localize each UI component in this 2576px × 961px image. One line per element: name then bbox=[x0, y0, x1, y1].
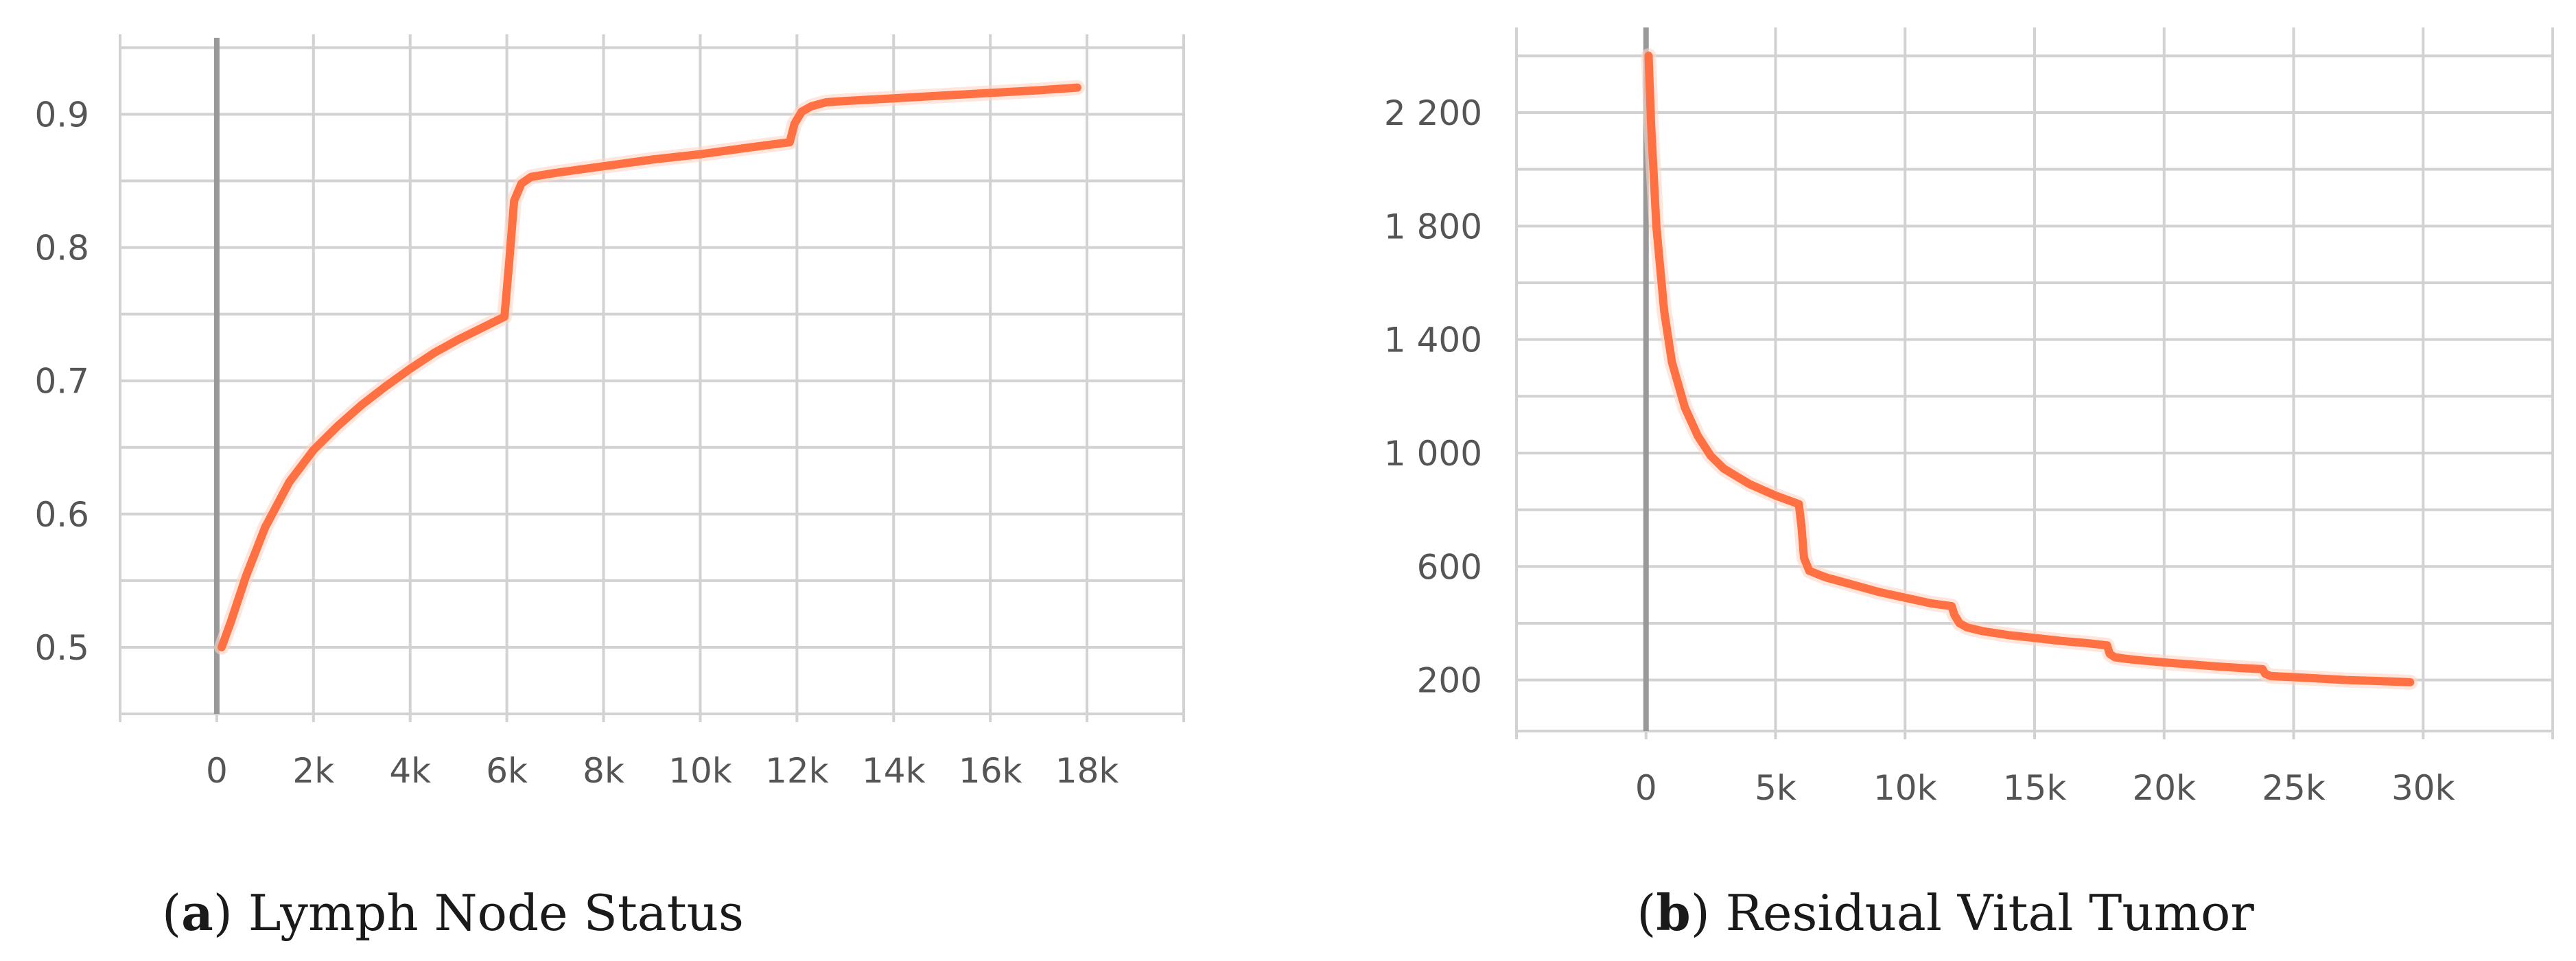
panel-b-y-tick-label: 2 200 bbox=[1384, 93, 1482, 133]
panel-a-x-tick-label: 10k bbox=[668, 751, 732, 791]
panel-b-caption-close: ) bbox=[1691, 884, 1710, 942]
panel-a-chart: 0 2k 4k 6k 8k 10k 12k 14k 16k 18k 0.5 0.6 0.7 0.8 0.9 bbox=[34, 34, 1185, 791]
panel-a-x-tick-label: 0 bbox=[206, 751, 228, 791]
panel-a-caption-open: ( bbox=[162, 884, 181, 942]
panel-b-caption-text: Residual Vital Tumor bbox=[1710, 884, 2255, 942]
panel-a-y-tick-label: 0.9 bbox=[34, 95, 89, 135]
panel-a-x-tick-label: 18k bbox=[1055, 751, 1119, 791]
panel-a-x-tick-label: 12k bbox=[765, 751, 829, 791]
panel-b-caption: (b) Residual Vital Tumor bbox=[1637, 883, 2254, 942]
panel-b-x-tick-label: 20k bbox=[2132, 768, 2196, 808]
panel-a-caption: (a) Lymph Node Status bbox=[162, 883, 744, 942]
panel-a-x-tick-label: 6k bbox=[486, 751, 528, 791]
panel-b-x-tick-label: 15k bbox=[2003, 768, 2067, 808]
panel-a-caption-letter: a bbox=[181, 883, 213, 942]
panel-b-y-tick-label: 200 bbox=[1417, 661, 1482, 701]
panel-a-caption-close: ) bbox=[213, 884, 233, 942]
panel-a-y-tick-label: 0.6 bbox=[34, 495, 89, 535]
panel-b-x-tick-label: 0 bbox=[1635, 768, 1657, 808]
panel-b-y-tick-label: 1 400 bbox=[1384, 321, 1482, 360]
panel-a-gridlines bbox=[119, 34, 1185, 722]
panel-a-x-tick-label: 2k bbox=[292, 751, 334, 791]
panel-b-gridlines bbox=[1515, 27, 2554, 739]
panel-b-chart: 0 5k 10k 15k 20k 25k 30k 200 600 1 000 1 400 1 800 2… bbox=[1384, 27, 2554, 808]
panel-a-y-tick-label: 0.8 bbox=[34, 229, 89, 268]
panel-b-y-tick-label: 1 800 bbox=[1384, 207, 1482, 246]
panel-a-y-tick-label: 0.7 bbox=[34, 362, 89, 402]
panel-b-x-tick-label: 30k bbox=[2391, 768, 2455, 808]
panel-b-x-tick-label: 25k bbox=[2262, 768, 2326, 808]
panel-a-x-tick-label: 4k bbox=[389, 751, 431, 791]
panel-b-caption-open: ( bbox=[1637, 884, 1656, 942]
panel-b-series-smoothing-shadow bbox=[1641, 48, 2418, 690]
panel-a-x-tick-label: 14k bbox=[862, 751, 926, 791]
panel-b-x-tick-label: 5k bbox=[1755, 768, 1796, 808]
panel-a-series-line bbox=[218, 83, 1081, 651]
panel-b-y-tick-label: 1 000 bbox=[1384, 434, 1482, 474]
panel-a-x-tick-label: 16k bbox=[959, 751, 1022, 791]
panel-b-caption-letter: b bbox=[1656, 883, 1690, 942]
panel-a-caption-text: Lymph Node Status bbox=[233, 884, 744, 942]
panel-b-y-tick-label: 600 bbox=[1417, 547, 1482, 587]
panel-a-series-smoothing-shadow bbox=[214, 80, 1085, 655]
panel-a-x-tick-label: 8k bbox=[583, 751, 624, 791]
panel-a-y-tick-label: 0.5 bbox=[34, 628, 89, 668]
panel-b-x-tick-label: 10k bbox=[1873, 768, 1937, 808]
panel-b-series-line bbox=[1644, 51, 2415, 686]
